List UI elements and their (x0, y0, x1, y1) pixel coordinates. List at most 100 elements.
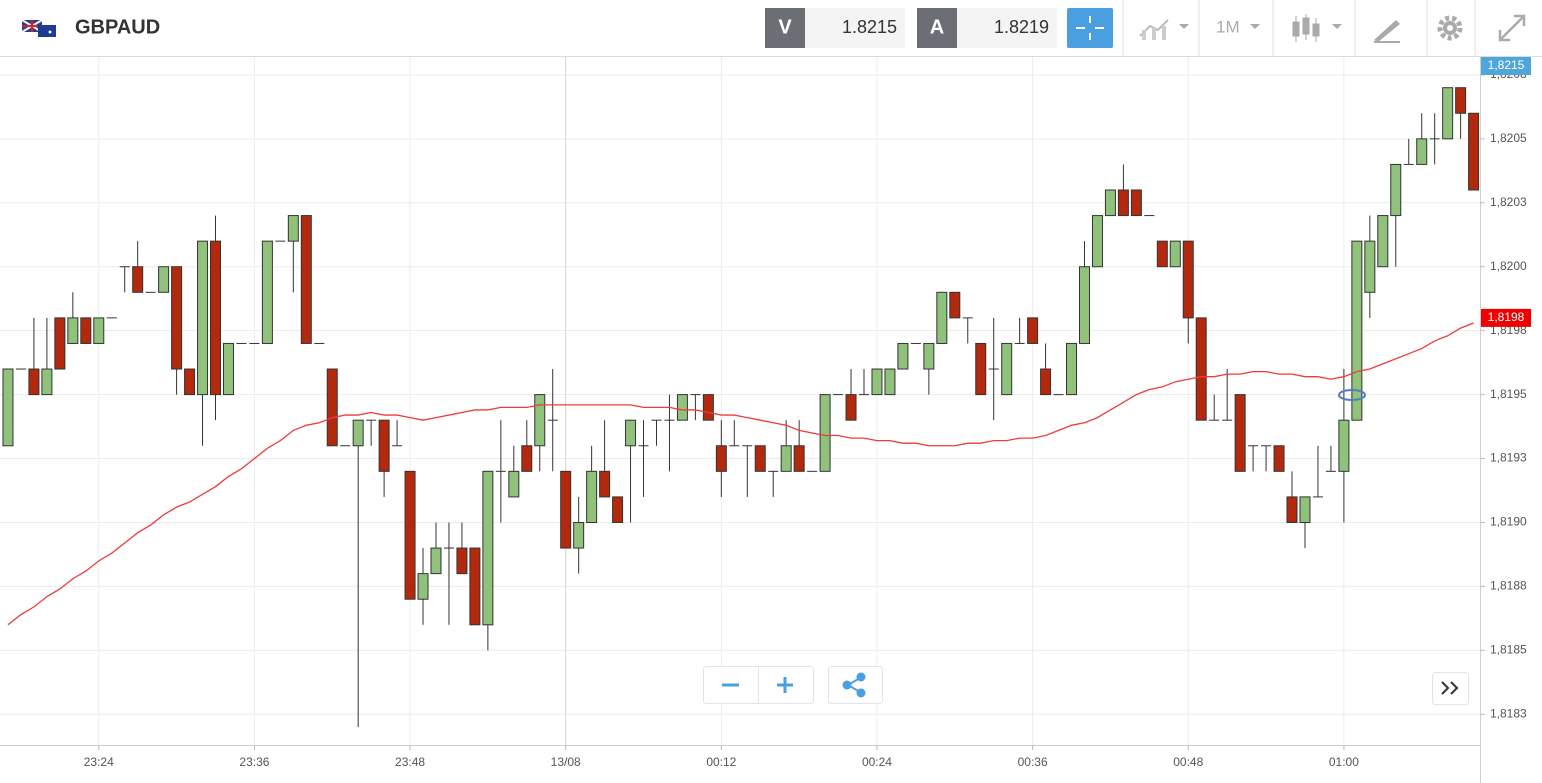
candle-body (1144, 215, 1155, 217)
candle-body (314, 342, 325, 344)
candle-body (261, 240, 273, 344)
candle-body (1377, 215, 1389, 268)
settings-button[interactable] (1437, 15, 1463, 41)
candle-body (962, 317, 973, 319)
y-tick-label: 1,8195 (1490, 387, 1527, 401)
timeframe-button[interactable]: 1M (1216, 17, 1260, 36)
candle-body (793, 445, 805, 472)
candle-body (884, 368, 896, 396)
price-tag-label: 1,8198 (1488, 310, 1525, 324)
toolbar: GBPAUD V 1.8215 A 1.8219 1M (0, 0, 1542, 57)
candle-body (1390, 163, 1402, 217)
candle-body (845, 394, 857, 421)
candle-body (456, 547, 468, 575)
candle-body (676, 394, 688, 421)
draw-button[interactable] (1374, 20, 1400, 43)
toolbar-separators (1122, 0, 1476, 56)
buy-button[interactable] (917, 8, 957, 48)
candle-body (768, 470, 779, 472)
x-tick-label: 00:48 (1173, 755, 1203, 769)
candle-body (1117, 189, 1129, 217)
share-icon (842, 672, 866, 698)
candle-body (1195, 317, 1207, 421)
x-tick-label: 00:12 (706, 755, 736, 769)
candle-body (651, 419, 662, 421)
candle-body (1299, 496, 1311, 523)
candle-body (702, 394, 714, 421)
x-tick-label: 00:36 (1018, 755, 1048, 769)
candle-body (936, 291, 948, 344)
candle-body (897, 342, 909, 370)
candle-body (949, 291, 961, 319)
y-tick-label: 1,8203 (1490, 195, 1527, 209)
candle-body (236, 342, 247, 344)
candle-body (664, 419, 675, 421)
candle-body (378, 419, 390, 472)
candle-body (1364, 240, 1376, 293)
candle-body (158, 266, 170, 293)
candle-body (1273, 445, 1285, 472)
candle-body (988, 368, 999, 370)
chart-type-button[interactable] (1139, 19, 1189, 40)
candle-body (859, 394, 870, 396)
candle-body (1104, 189, 1116, 217)
candle-body (1182, 240, 1194, 319)
candle-body (690, 394, 701, 396)
candle-body (119, 266, 130, 268)
share-button[interactable] (828, 666, 883, 704)
candle-body (1429, 138, 1440, 140)
crosshair-button[interactable] (1067, 8, 1113, 48)
candle-body (469, 547, 481, 626)
candle-body (910, 342, 921, 344)
candle-body (184, 368, 196, 396)
price-tag (1481, 308, 1531, 327)
buy-price-box (957, 8, 1057, 48)
candle-style-button[interactable] (1292, 14, 1342, 42)
x-tick-label: 23:48 (395, 755, 425, 769)
candle-body (222, 342, 234, 396)
candle-body (534, 394, 546, 447)
x-tick-label: 13/08 (551, 755, 581, 769)
candle-body (1455, 87, 1467, 114)
candle-body (1442, 87, 1454, 140)
y-tick-label: 1,8205 (1490, 131, 1527, 145)
scroll-end-button[interactable] (1432, 672, 1469, 705)
candle-body (249, 342, 260, 344)
candle-body (1261, 445, 1272, 447)
candle-body (287, 215, 299, 242)
candle-body (975, 342, 987, 396)
candle-body (1169, 240, 1181, 268)
candle-body (1001, 342, 1013, 396)
candle-body (392, 445, 403, 447)
candle-body (1468, 112, 1480, 191)
candle-body (754, 445, 766, 472)
y-tick-label: 1,8185 (1490, 643, 1527, 657)
candle-body (521, 445, 533, 472)
candle-body (742, 445, 753, 447)
candle-body (275, 240, 286, 242)
y-tick-label: 1,8193 (1490, 451, 1527, 465)
sell-button[interactable] (765, 8, 805, 48)
x-tick-label: 01:00 (1329, 755, 1359, 769)
candle-body (495, 470, 506, 472)
candle-body (729, 445, 740, 447)
candle-body (1325, 470, 1336, 472)
candle-body (1351, 240, 1363, 421)
candle-body (625, 419, 637, 447)
sell-price-box (805, 8, 905, 48)
buy-label: A (930, 16, 944, 38)
x-tick-label: 00:24 (862, 755, 892, 769)
y-tick-label: 1,8200 (1490, 259, 1527, 273)
candle-body (2, 368, 14, 447)
moving-average-line (7, 322, 1474, 626)
candle-body (508, 470, 520, 498)
candle-body (833, 394, 844, 396)
candle-body (1091, 215, 1103, 268)
candle-body (1040, 368, 1052, 396)
fullscreen-button[interactable] (1498, 14, 1526, 42)
candle-body (67, 317, 79, 344)
x-tick-label: 23:36 (239, 755, 269, 769)
zoom-in-button[interactable] (777, 677, 793, 693)
candle-body (871, 368, 883, 396)
candle-body (1222, 419, 1233, 421)
